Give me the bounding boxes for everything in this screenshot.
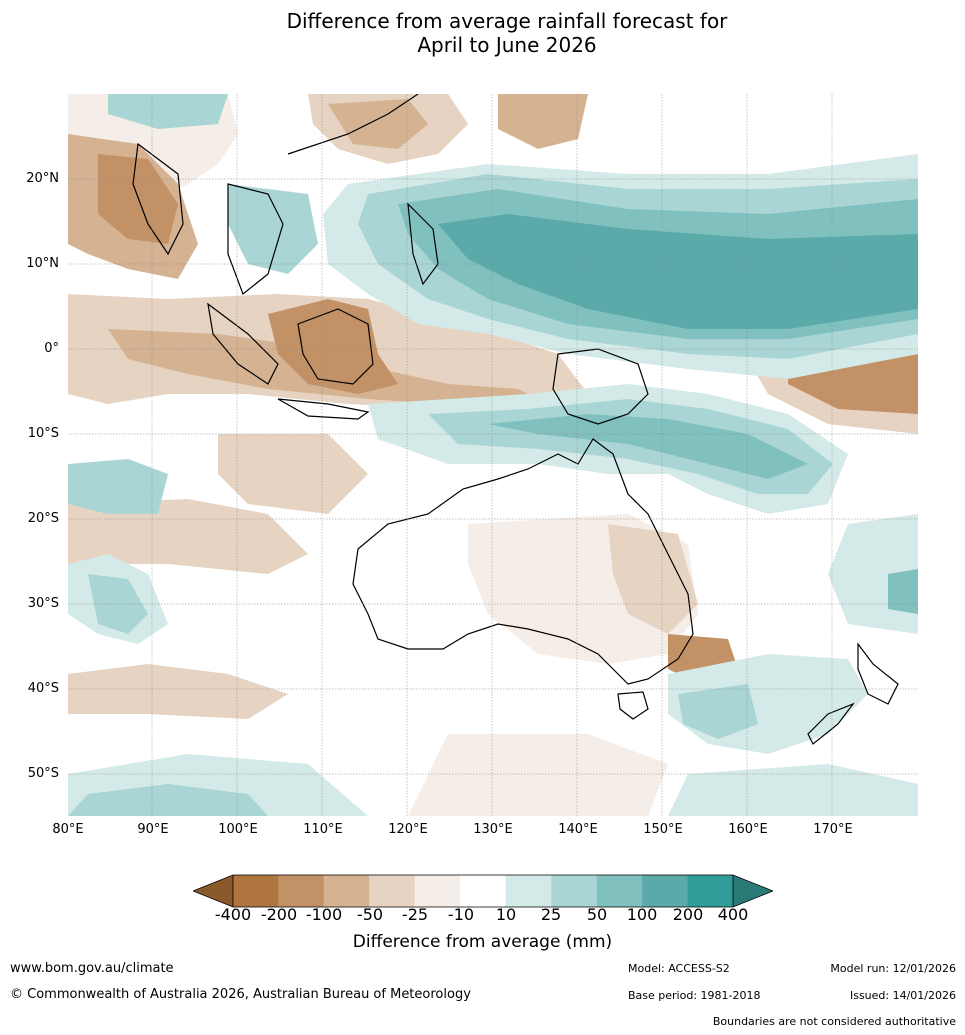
wet-region <box>108 94 228 129</box>
colorbar-swatch <box>505 875 552 907</box>
lon-label-110e: 110°E <box>303 822 343 837</box>
colorbar-extend-high <box>733 875 773 907</box>
dry-region <box>498 94 588 149</box>
rainfall-map <box>68 94 918 816</box>
legend-tick: 25 <box>540 905 562 924</box>
legend-tick: 100 <box>626 905 658 924</box>
legend-tick: 50 <box>586 905 608 924</box>
title-line-2: April to June 2026 <box>417 33 597 57</box>
colorbar-swatch <box>596 875 643 907</box>
legend-tick: -25 <box>401 905 429 924</box>
legend-tick: -10 <box>447 905 475 924</box>
dry-region <box>218 434 368 514</box>
borneo-coastline <box>297 308 374 385</box>
dry-region <box>408 734 668 816</box>
model-name: Model: ACCESS-S2 <box>628 962 730 975</box>
lat-label-50s: 50°S <box>27 766 59 781</box>
wet-region <box>678 684 758 739</box>
colorbar-outline <box>193 874 773 908</box>
lon-label-80e: 80°E <box>52 822 84 837</box>
lon-label-90e: 90°E <box>137 822 169 837</box>
new-guinea-coastline <box>552 348 649 425</box>
dry-region <box>68 664 288 719</box>
rainfall-map-svg <box>68 94 918 816</box>
wet-region <box>68 459 168 514</box>
boundaries-note: Boundaries are not considered authoritat… <box>712 1015 956 1028</box>
tasmania-coastline <box>617 691 649 720</box>
lon-label-130e: 130°E <box>473 822 513 837</box>
lat-label-30s: 30°S <box>27 596 59 611</box>
legend-tick: 400 <box>717 905 749 924</box>
copyright-text: © Commonwealth of Australia 2026, Austra… <box>10 987 471 1002</box>
base-period: Base period: 1981-2018 <box>628 989 761 1002</box>
wet-region <box>88 574 148 634</box>
australia-coastline <box>352 438 694 685</box>
lat-label-10n: 10°N <box>26 256 59 271</box>
dry-region <box>68 499 308 574</box>
dry-region <box>608 524 698 634</box>
colorbar-swatch <box>323 875 370 907</box>
lon-label-120e: 120°E <box>388 822 428 837</box>
coastline-layer <box>132 94 899 745</box>
wet-region <box>888 569 918 614</box>
colorbar-swatch <box>642 875 688 907</box>
wet-region <box>668 764 918 816</box>
wet-region <box>438 214 918 329</box>
colorbar-swatch <box>233 875 279 907</box>
lat-label-10s: 10°S <box>27 426 59 441</box>
indochina-coastline <box>227 183 284 295</box>
lat-label-20s: 20°S <box>27 511 59 526</box>
colorbar-swatch <box>551 875 597 907</box>
graticule-grid <box>68 94 918 816</box>
colorbar-swatch <box>687 875 733 907</box>
website-link[interactable]: www.bom.gov.au/climate <box>10 961 174 976</box>
legend-title: Difference from average (mm) <box>352 932 613 952</box>
lon-label-100e: 100°E <box>218 822 258 837</box>
title-line-1: Difference from average rainfall forecas… <box>286 9 728 33</box>
wet-region <box>488 414 808 479</box>
legend-tick: -50 <box>356 905 384 924</box>
sumatra-coastline <box>207 302 279 385</box>
java-coastline <box>277 398 370 420</box>
wet-region <box>228 184 318 274</box>
lat-label-20n: 20°N <box>26 171 59 186</box>
colorbar-swatch <box>369 875 415 907</box>
colorbar-swatch <box>278 875 324 907</box>
india-coastline <box>132 142 184 256</box>
legend-tick: -400 <box>214 905 252 924</box>
colorbar-swatch <box>460 875 506 907</box>
nz-north-island-coastline <box>857 642 899 705</box>
legend-tick: -200 <box>260 905 298 924</box>
china-coastline <box>287 94 419 155</box>
lon-label-140e: 140°E <box>558 822 598 837</box>
issued-date: Issued: 14/01/2026 <box>849 989 956 1002</box>
legend-tick: 200 <box>672 905 704 924</box>
legend-tick: -100 <box>305 905 343 924</box>
legend-tick: 10 <box>495 905 517 924</box>
wet-anomaly-layer <box>68 94 918 816</box>
lat-label-0: 0° <box>44 341 59 356</box>
colorbar-extend-low <box>193 875 233 907</box>
colorbar-legend <box>193 874 773 908</box>
lon-label-150e: 150°E <box>643 822 683 837</box>
lat-label-40s: 40°S <box>27 681 59 696</box>
lon-label-160e: 160°E <box>728 822 768 837</box>
map-title: Difference from average rainfall forecas… <box>0 9 965 57</box>
dry-region <box>328 99 428 149</box>
lon-label-170e: 170°E <box>813 822 853 837</box>
colorbar-swatch <box>414 875 461 907</box>
model-run-date: Model run: 12/01/2026 <box>830 962 956 975</box>
wet-region <box>68 784 268 816</box>
philippines-coastline <box>407 202 439 286</box>
